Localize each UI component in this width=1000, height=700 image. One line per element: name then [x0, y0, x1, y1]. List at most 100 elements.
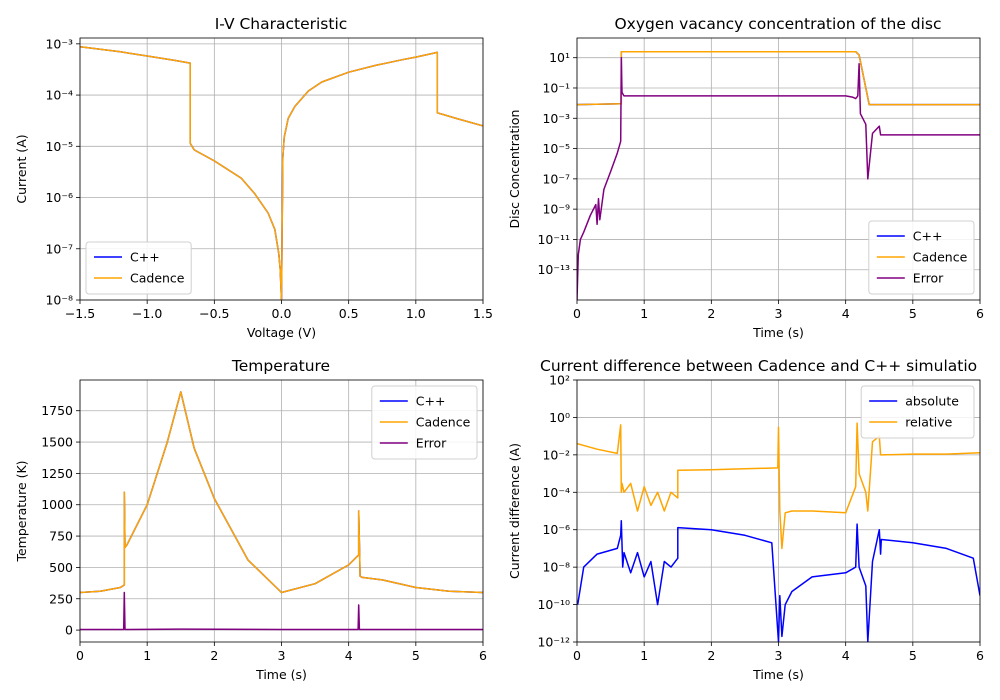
legend-label: Error — [416, 436, 447, 451]
y-axis-label: Disc Concentration — [507, 110, 522, 229]
chart-panel-4: 0 1 2 3 4 5 610⁻¹²10⁻¹⁰10⁻⁸10⁻⁶10⁻⁴10⁻²10⁰10²C… — [507, 357, 984, 682]
y-tick-label: 10⁻⁵ — [45, 139, 73, 154]
x-tick-label: 4 — [842, 306, 850, 321]
y-tick-label: 1500 — [41, 435, 73, 450]
series-group — [80, 45, 483, 300]
x-tick-label: −1.0 — [132, 306, 162, 321]
x-axis-label: Voltage (V) — [247, 325, 316, 340]
chart-panel-1: −1.5 −1.0 −0.5 0.0 0.5 1.0 1.5 10⁻⁸ 10⁻⁷ 10⁻⁶ 10⁻⁵… — [14, 15, 493, 340]
chart-title: Oxygen vacancy concentration of the disc — [614, 15, 941, 33]
x-axis-label: Time (s) — [255, 667, 307, 682]
x-tick-label: 4 — [842, 648, 850, 663]
y-tick-label: 10⁻⁴ — [45, 88, 73, 103]
plot-frame — [576, 37, 981, 301]
chart-title: Current difference between Cadence and C… — [540, 357, 977, 375]
chart-title: I-V Characteristic — [215, 15, 348, 33]
legend-label: absolute — [905, 394, 959, 409]
y-tick-label: 10⁻⁹ — [542, 202, 570, 217]
y-tick-label: 0 — [65, 623, 73, 638]
y-axis-label: Current (A) — [14, 134, 29, 203]
y-tick-label: 250 — [49, 591, 73, 606]
x-tick-label: 4 — [345, 648, 353, 663]
y-tick-label: 10⁻⁶ — [542, 522, 570, 537]
y-tick-label: 10⁰ — [549, 410, 570, 425]
chart-panel-2: 0 1 2 3 4 5 6 10⁻¹³ 10⁻¹¹ 10⁻⁹ 10⁻⁷ 10⁻⁵ 10⁻³ 10⁻¹ 10¹… — [507, 15, 984, 340]
legend: C++ Cadence Error — [371, 385, 478, 460]
y-tick-label: 10⁻³ — [45, 36, 73, 51]
x-tick-label: 0.0 — [272, 306, 292, 321]
series-line-error — [80, 591, 483, 631]
x-tick-label: 5 — [909, 306, 917, 321]
y-tick-label: 10⁻⁶ — [45, 190, 73, 205]
x-tick-label: 0 — [76, 648, 84, 663]
y-axis-label: Temperature (K) — [14, 460, 29, 562]
legend-label: C++ — [130, 250, 160, 265]
y-tick-label: 10⁻⁸ — [45, 293, 73, 308]
y-tick-label: 10⁻¹ — [542, 80, 570, 95]
x-tick-label: 1 — [640, 648, 648, 663]
chart-title: Temperature — [231, 357, 330, 375]
series-group — [80, 391, 483, 631]
legend: C++ Cadence Error — [868, 220, 975, 295]
y-tick-label: 10⁻¹¹ — [537, 232, 570, 247]
x-tick-label: 5 — [909, 648, 917, 663]
legend-box — [868, 220, 975, 295]
y-tick-label: 10⁻⁵ — [542, 141, 570, 156]
legend-label: Cadence — [416, 415, 471, 430]
x-tick-label: 0 — [573, 306, 581, 321]
series-line-cadence — [80, 45, 483, 300]
y-tick-label: 10¹ — [549, 50, 570, 65]
y-tick-label: 10⁻³ — [542, 111, 570, 126]
plot-frame — [576, 379, 981, 643]
y-tick-label: 10⁻¹⁰ — [537, 597, 570, 612]
y-tick-label: 10⁻⁷ — [45, 241, 73, 256]
legend-label: Error — [913, 271, 944, 286]
legend-label: Cadence — [130, 271, 185, 286]
legend: C++ Cadence — [85, 241, 192, 295]
x-tick-label: 6 — [976, 648, 984, 663]
x-tick-label: 0 — [573, 648, 581, 663]
x-tick-label: −0.5 — [199, 306, 229, 321]
y-tick-label: 10⁻⁷ — [542, 171, 570, 186]
y-tick-label: 500 — [49, 560, 73, 575]
y-axis-label: Current difference (A) — [507, 443, 522, 579]
series-group — [577, 422, 980, 642]
legend-label: C++ — [416, 394, 446, 409]
x-tick-label: −1.5 — [65, 306, 95, 321]
legend: absolute relative — [860, 385, 975, 439]
legend-box — [85, 241, 192, 295]
y-tick-label: 10⁻⁴ — [542, 485, 570, 500]
series-line-absolute — [577, 520, 980, 642]
y-tick-label: 10² — [549, 373, 570, 388]
x-axis-label: Time (s) — [752, 325, 804, 340]
y-tick-label: 10⁻² — [542, 447, 570, 462]
x-axis-label: Time (s) — [752, 667, 804, 682]
y-tick-label: 10⁻¹² — [537, 635, 570, 650]
x-tick-label: 1.5 — [473, 306, 493, 321]
x-tick-label: 6 — [976, 306, 984, 321]
series-group — [577, 50, 980, 300]
legend-box — [860, 385, 975, 439]
x-tick-label: 1.0 — [406, 306, 426, 321]
legend-label: relative — [905, 415, 952, 430]
chart-panel-3: 0 1 2 3 4 5 6 0 250 500 750 1000 1250 1500 1750 Tempera… — [14, 357, 487, 682]
y-tick-label: 10⁻⁸ — [542, 560, 570, 575]
x-tick-label: 3 — [775, 648, 783, 663]
y-tick-label: 750 — [49, 529, 73, 544]
x-tick-label: 1 — [143, 648, 151, 663]
plot-frame — [79, 37, 484, 301]
x-tick-label: 0.5 — [339, 306, 359, 321]
plot-frame — [79, 379, 484, 643]
series-line-cadence — [80, 391, 483, 594]
y-tick-label: 1000 — [41, 497, 73, 512]
legend-label: C++ — [913, 229, 943, 244]
x-tick-label: 5 — [412, 648, 420, 663]
y-tick-label: 1250 — [41, 466, 73, 481]
x-tick-label: 2 — [707, 648, 715, 663]
x-tick-label: 3 — [278, 648, 286, 663]
legend-box — [371, 385, 478, 460]
x-tick-label: 2 — [707, 306, 715, 321]
y-tick-label: 1750 — [41, 403, 73, 418]
x-tick-label: 1 — [640, 306, 648, 321]
